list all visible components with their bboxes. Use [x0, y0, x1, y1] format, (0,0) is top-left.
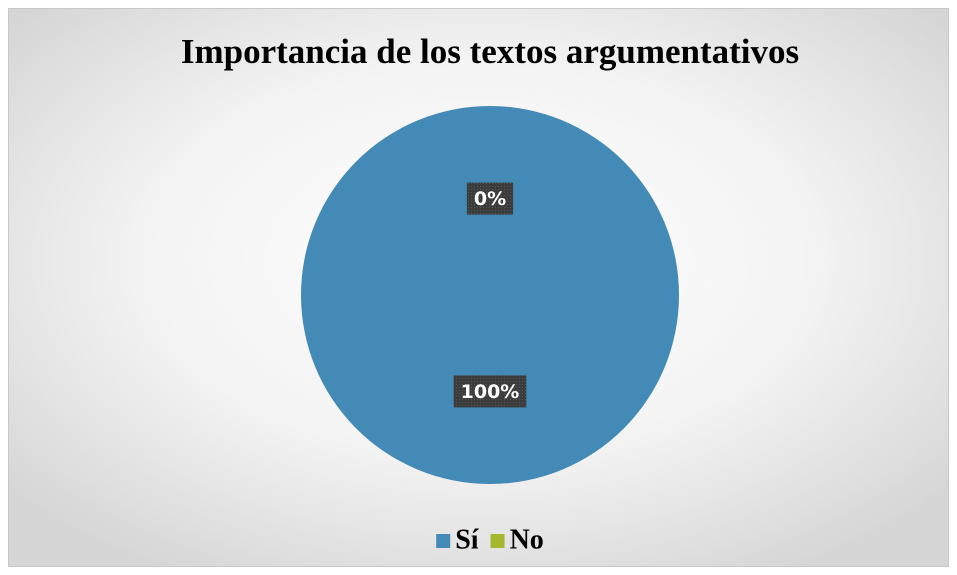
chart-title: Importancia de los textos argumentativos: [181, 32, 799, 71]
pie-slice: [301, 106, 679, 484]
data-label: 100%: [461, 381, 520, 403]
data-label-box: [453, 375, 527, 408]
legend-label: No: [510, 524, 544, 555]
legend-swatch: [490, 534, 505, 548]
legend-label: Sí: [455, 524, 480, 555]
legend-swatch: [436, 534, 451, 548]
data-label: 0%: [474, 188, 506, 210]
data-label-box: [466, 182, 514, 215]
